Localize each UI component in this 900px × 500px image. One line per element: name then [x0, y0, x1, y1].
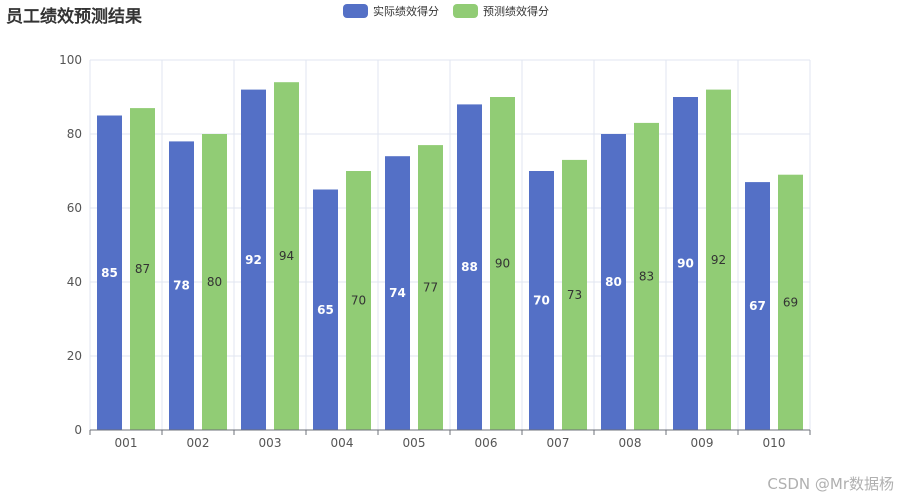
- legend-item-actual[interactable]: 实际绩效得分: [343, 3, 439, 19]
- bar-predicted: [418, 145, 443, 430]
- chart-legend: 实际绩效得分 预测绩效得分: [343, 3, 549, 19]
- data-label-actual: 74: [389, 286, 406, 300]
- data-label-predicted: 94: [279, 249, 294, 263]
- data-label-predicted: 90: [495, 257, 510, 271]
- bar-predicted: [706, 89, 731, 430]
- data-label-predicted: 73: [567, 288, 582, 302]
- bar-predicted: [346, 171, 371, 430]
- data-label-actual: 78: [173, 279, 190, 293]
- bar-actual: [241, 89, 266, 430]
- data-label-predicted: 70: [351, 294, 366, 308]
- bar-predicted: [130, 108, 155, 430]
- x-tick-label: 008: [619, 436, 642, 450]
- chart-title: 员工绩效预测结果: [6, 7, 142, 27]
- legend-swatch-predicted: [453, 4, 478, 18]
- y-tick-label: 60: [67, 201, 82, 215]
- x-tick-label: 007: [547, 436, 570, 450]
- x-tick-label: 010: [763, 436, 786, 450]
- bar-actual: [97, 115, 122, 430]
- x-tick-label: 006: [475, 436, 498, 450]
- bar-predicted: [202, 134, 227, 430]
- data-label-predicted: 87: [135, 262, 150, 276]
- data-label-actual: 67: [749, 299, 766, 313]
- data-label-predicted: 83: [639, 269, 654, 283]
- data-label-predicted: 80: [207, 275, 222, 289]
- bar-actual: [673, 97, 698, 430]
- legend-label-actual: 实际绩效得分: [373, 5, 439, 18]
- y-tick-label: 100: [59, 53, 82, 67]
- bar-predicted: [274, 82, 299, 430]
- data-label-actual: 90: [677, 257, 694, 271]
- legend-item-predicted[interactable]: 预测绩效得分: [453, 3, 549, 19]
- y-tick-label: 40: [67, 275, 82, 289]
- data-label-predicted: 69: [783, 295, 798, 309]
- bar-actual: [601, 134, 626, 430]
- x-tick-label: 003: [259, 436, 282, 450]
- data-label-actual: 92: [245, 253, 262, 267]
- y-tick-label: 0: [74, 423, 82, 437]
- bar-actual: [169, 141, 194, 430]
- y-tick-label: 20: [67, 349, 82, 363]
- data-label-actual: 70: [533, 294, 550, 308]
- data-label-actual: 65: [317, 303, 334, 317]
- bar-predicted: [778, 174, 803, 430]
- data-label-actual: 85: [101, 266, 118, 280]
- bar-predicted: [490, 97, 515, 430]
- bar-actual: [745, 182, 770, 430]
- bar-actual: [385, 156, 410, 430]
- bar-predicted: [634, 122, 659, 431]
- x-tick-label: 004: [331, 436, 354, 450]
- bar-actual: [457, 104, 482, 431]
- x-tick-label: 005: [403, 436, 426, 450]
- legend-label-predicted: 预测绩效得分: [483, 5, 549, 18]
- bar-predicted: [562, 159, 587, 430]
- legend-swatch-actual: [343, 4, 368, 18]
- x-tick-label: 001: [115, 436, 138, 450]
- bar-actual: [313, 189, 338, 430]
- data-label-actual: 88: [461, 260, 478, 274]
- data-label-predicted: 92: [711, 253, 726, 267]
- data-label-actual: 80: [605, 275, 622, 289]
- bar-actual: [529, 171, 554, 430]
- y-tick-label: 80: [67, 127, 82, 141]
- x-tick-label: 009: [691, 436, 714, 450]
- watermark: CSDN @Mr数据杨: [767, 475, 894, 493]
- data-label-predicted: 77: [423, 281, 438, 295]
- x-tick-label: 002: [187, 436, 210, 450]
